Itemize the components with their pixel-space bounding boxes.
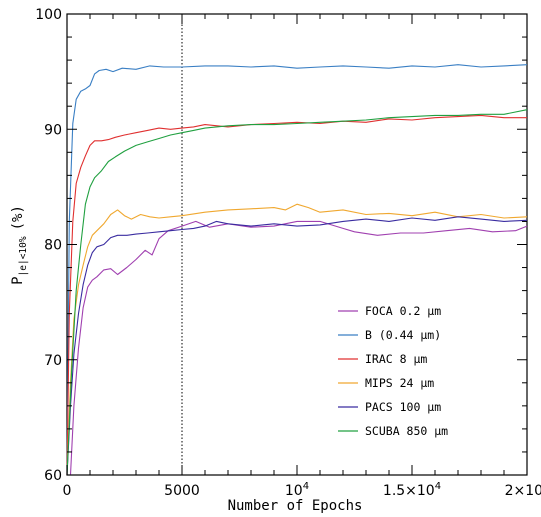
legend-label: MIPS 24 μm [365,376,434,390]
x-tick-label: 0 [63,483,72,499]
series-line-5 [66,109,528,476]
legend: FOCA 0.2 μm B (0.44 μm) IRAC 8 μm MIPS 24 μ… [338,304,448,438]
axis-ticks [66,13,528,476]
x-axis-title: Number of Epochs [228,498,363,514]
series-line-0 [67,220,528,476]
y-axis-title-unit: (%) [10,205,26,230]
tick-labels: 0 5000 104 1.5×104 2×104 60 70 80 90 100 [35,7,541,499]
legend-label: IRAC 8 μm [365,352,427,366]
plot-frame [66,13,528,476]
y-axis-title-main: P [10,276,26,284]
series-line-4 [66,216,528,476]
plot-area [66,13,528,476]
legend-label: B (0.44 μm) [365,328,441,342]
x-tick-label: 5000 [164,483,200,499]
y-tick-label: 60 [44,468,62,484]
y-tick-label: 80 [44,238,62,254]
y-tick-label: 90 [44,122,62,138]
series-line-1 [66,64,528,476]
legend-label: PACS 100 μm [365,400,441,414]
series-line-3 [66,203,528,476]
legend-label: FOCA 0.2 μm [365,304,441,318]
legend-label: SCUBA 850 μm [365,424,448,438]
y-axis-title: P|e|<10% (%) [10,205,29,285]
x-tick-label: 2×104 [505,481,541,499]
y-tick-label: 100 [35,7,62,23]
y-axis-title-subscript: |e|<10% [18,236,29,276]
x-tick-label: 104 [285,481,309,499]
y-tick-label: 70 [44,353,62,369]
x-tick-label: 1.5×104 [383,481,441,499]
series-line-2 [66,114,527,476]
